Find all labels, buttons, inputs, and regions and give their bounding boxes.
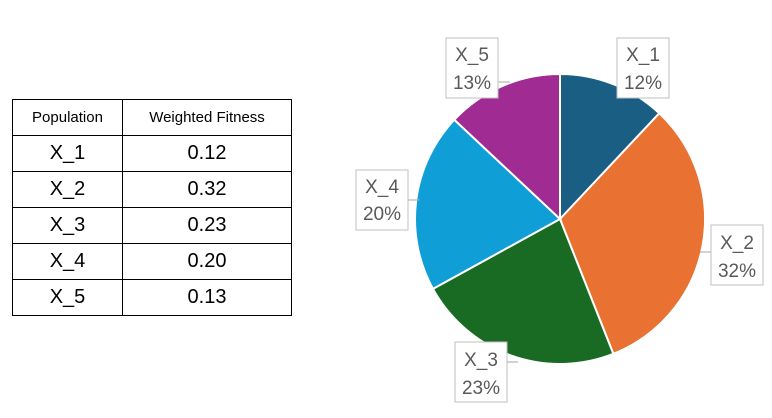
pie-labels: X_1 12% X_2 32% X_3 23% X_4 20% X_5 13%: [355, 37, 764, 403]
data-label-percent: 32%: [718, 261, 756, 282]
table-row: X_2 0.32: [12, 171, 292, 208]
data-label-percent: 23%: [462, 378, 500, 399]
data-label-box: [616, 37, 670, 99]
data-label-box: [454, 341, 508, 403]
data-label-category: X_3: [464, 350, 498, 371]
data-label-category: X_1: [626, 45, 660, 66]
cell-fitness: 0.20: [122, 243, 292, 280]
pie-slice-x-3: [431, 217, 615, 365]
cell-population: X_4: [12, 243, 123, 280]
data-label-box: [355, 169, 409, 231]
cell-fitness: 0.32: [122, 171, 292, 208]
pie-slice-x-4: [414, 118, 562, 291]
cell-fitness: 0.23: [122, 207, 292, 244]
data-label-percent: 20%: [363, 204, 401, 225]
cell-fitness: 0.13: [122, 279, 292, 316]
fitness-table: Population Weighted Fitness X_1 0.12 X_2…: [12, 99, 292, 316]
data-label-box: [445, 37, 499, 99]
data-label-percent: 12%: [624, 73, 662, 94]
pie-slice-x-2: [558, 111, 706, 356]
cell-population: X_5: [12, 279, 123, 316]
pie-slice-x-5: [452, 72, 561, 222]
table-row: X_4 0.20: [12, 243, 292, 280]
cell-population: X_3: [12, 207, 123, 244]
table-row: X_3 0.23: [12, 207, 292, 244]
data-label-category: X_4: [365, 177, 399, 198]
table-row: X_1 0.12: [12, 135, 292, 172]
data-label-percent: 13%: [453, 73, 491, 94]
cell-fitness: 0.12: [122, 135, 292, 172]
data-label-category: X_5: [455, 45, 489, 66]
data-label-box: [710, 224, 764, 286]
pie-slice-x-1: [559, 72, 661, 222]
pie-slices: [414, 72, 706, 365]
table-row: X_5 0.13: [12, 279, 292, 316]
table-header-row: Population Weighted Fitness: [12, 99, 292, 136]
data-label-category: X_2: [720, 233, 754, 254]
header-population: Population: [12, 99, 123, 136]
header-weighted-fitness: Weighted Fitness: [122, 99, 292, 136]
